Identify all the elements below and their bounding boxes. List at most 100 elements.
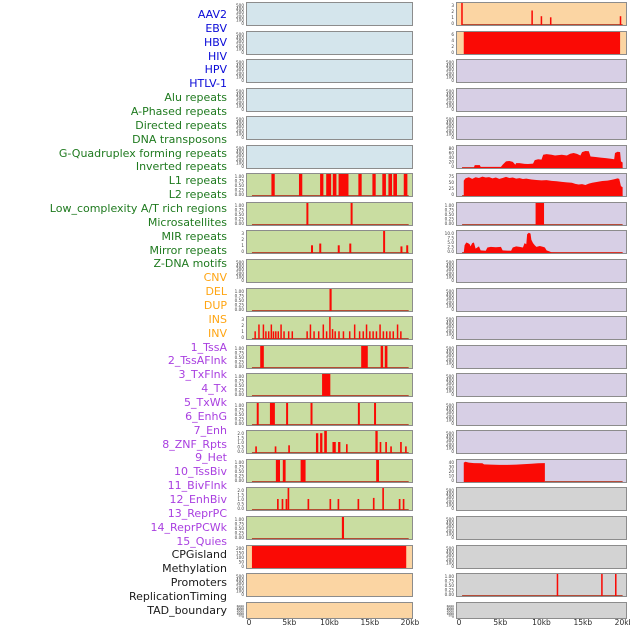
y-axis-ticks: 1.000.750.500.250.00 xyxy=(235,203,245,226)
svg-text:0.25: 0.25 xyxy=(235,359,245,364)
y-axis-g-quadruplex-forming-repeats: 1.00 0.75 0.50 0.25 0.00 xyxy=(224,288,245,312)
track-panel-hpv xyxy=(246,116,413,141)
svg-text:0: 0 xyxy=(451,107,454,112)
svg-text:500: 500 xyxy=(446,488,454,493)
svg-text:0.0: 0.0 xyxy=(237,449,244,454)
svg-text:0.50: 0.50 xyxy=(235,469,245,474)
svg-text:2000: 2000 xyxy=(237,610,245,614)
svg-text:500: 500 xyxy=(236,146,244,151)
track-panel-directed-repeats xyxy=(246,230,413,255)
track-label-12-enhbiv: 12_EnhBiv xyxy=(169,493,227,506)
svg-text:1.0: 1.0 xyxy=(237,497,244,502)
track-label-tad-boundary: TAD_boundary xyxy=(147,603,227,617)
track-plot xyxy=(463,31,621,54)
svg-text:400: 400 xyxy=(446,492,454,497)
svg-text:200: 200 xyxy=(236,546,244,551)
svg-text:4: 4 xyxy=(451,38,454,43)
y-axis-ticks: 1.000.750.500.250.00 xyxy=(235,289,245,312)
y-axis-5-txwk: 75 50 25 0 xyxy=(434,173,455,197)
svg-text:100: 100 xyxy=(446,274,454,279)
y-axis-mirror-repeats: 2.0 1.5 1.0 0.5 0.0 xyxy=(224,487,245,511)
svg-text:400: 400 xyxy=(446,435,454,440)
svg-text:100: 100 xyxy=(236,74,244,79)
track-plot xyxy=(463,461,623,482)
track-label-del: DEL xyxy=(205,285,227,299)
svg-text:200: 200 xyxy=(446,128,454,133)
y-axis-alu-repeats: 1.00 0.75 0.50 0.25 0.00 xyxy=(224,173,245,197)
y-axis-6-enhg: 1.00 0.75 0.50 0.25 0.00 xyxy=(434,202,455,226)
svg-text:500: 500 xyxy=(236,574,244,579)
y-axis-hbv: 500 400 300 200 100 0 xyxy=(224,59,245,83)
track-label-g-quadruplex-forming-repeats: G-Quadruplex forming repeats xyxy=(58,146,227,160)
svg-text:0.25: 0.25 xyxy=(445,588,455,593)
svg-text:50: 50 xyxy=(449,180,455,185)
track-panel-hiv xyxy=(246,87,413,112)
svg-text:500: 500 xyxy=(446,117,454,122)
x-axis-tick-left-15kb: 15kb xyxy=(360,618,380,627)
svg-text:200: 200 xyxy=(236,14,244,19)
track-label-directed-repeats: Directed repeats xyxy=(135,118,227,132)
svg-text:300: 300 xyxy=(236,10,244,15)
svg-text:0.75: 0.75 xyxy=(235,293,245,298)
svg-text:0.75: 0.75 xyxy=(235,521,245,526)
x-axis-tick-right-10kb: 10kb xyxy=(532,618,551,627)
svg-text:0: 0 xyxy=(451,478,454,483)
svg-text:1.00: 1.00 xyxy=(445,203,455,208)
svg-text:0.50: 0.50 xyxy=(235,212,245,217)
svg-text:0.75: 0.75 xyxy=(445,579,455,584)
track-panel-l2-repeats xyxy=(246,373,413,398)
track-label-2-tssaflnk: 2_TssAFlnk xyxy=(167,354,227,368)
svg-text:500: 500 xyxy=(446,289,454,294)
y-axis-tad-boundary: 6000 5000 4000 3000 2000 1000 500 0 xyxy=(434,602,455,619)
svg-text:0.50: 0.50 xyxy=(235,526,245,531)
svg-text:300: 300 xyxy=(446,496,454,501)
track-panel-9-het xyxy=(456,287,627,312)
track-label-14-reprpcwk: 14_ReprPCWk xyxy=(150,520,227,534)
svg-text:500: 500 xyxy=(238,613,244,617)
y-axis-ticks: 1.000.750.500.250.00 xyxy=(235,174,245,197)
svg-text:10.0: 10.0 xyxy=(445,231,455,236)
svg-text:200: 200 xyxy=(446,99,454,104)
y-axis-ticks: 1.000.750.500.250.00 xyxy=(235,374,245,397)
svg-text:3000: 3000 xyxy=(237,608,245,612)
y-axis-microsatellites: 2.0 1.5 1.0 0.5 0.0 xyxy=(224,430,245,454)
track-label-ebv: EBV xyxy=(205,21,227,35)
svg-text:500: 500 xyxy=(446,317,454,322)
svg-text:0.25: 0.25 xyxy=(235,388,245,393)
svg-text:0.50: 0.50 xyxy=(235,298,245,303)
svg-text:1000: 1000 xyxy=(447,611,455,615)
svg-text:100: 100 xyxy=(446,103,454,108)
svg-text:25: 25 xyxy=(449,186,455,191)
svg-text:1.00: 1.00 xyxy=(235,403,245,408)
svg-text:0.25: 0.25 xyxy=(235,188,245,193)
track-label-inv: INV xyxy=(208,326,227,340)
svg-text:500: 500 xyxy=(446,517,454,522)
svg-text:40: 40 xyxy=(449,155,455,160)
svg-text:0.00: 0.00 xyxy=(235,221,245,226)
svg-text:200: 200 xyxy=(446,528,454,533)
svg-text:0.50: 0.50 xyxy=(445,212,455,217)
svg-text:6000: 6000 xyxy=(237,604,245,608)
track-label-1-tssa: 1_TssA xyxy=(190,340,227,354)
svg-text:0: 0 xyxy=(451,535,454,540)
svg-text:100: 100 xyxy=(236,17,244,22)
svg-text:0: 0 xyxy=(451,564,454,569)
svg-text:0.00: 0.00 xyxy=(235,535,245,540)
svg-text:0: 0 xyxy=(451,506,454,511)
svg-text:0.00: 0.00 xyxy=(235,364,245,369)
svg-text:0.75: 0.75 xyxy=(235,207,245,212)
y-axis-ticks: 1.000.750.500.250.00 xyxy=(235,460,245,483)
track-panel-ebv xyxy=(246,30,413,55)
y-axis-7-enh: 10.0 7.5 5.0 2.5 0.0 xyxy=(434,230,455,254)
svg-text:0: 0 xyxy=(241,107,244,112)
svg-text:500: 500 xyxy=(448,613,454,617)
svg-text:300: 300 xyxy=(446,410,454,415)
svg-text:400: 400 xyxy=(236,149,244,154)
svg-text:0.75: 0.75 xyxy=(235,179,245,184)
